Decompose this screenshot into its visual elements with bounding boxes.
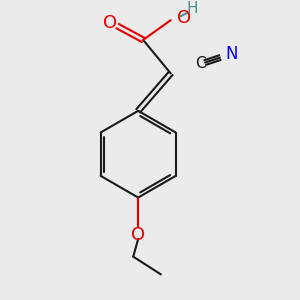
Text: O: O [177,9,191,27]
Text: C: C [195,56,206,71]
Text: O: O [131,226,145,244]
Text: O: O [103,14,117,32]
Text: H: H [187,1,198,16]
Text: N: N [226,45,238,63]
